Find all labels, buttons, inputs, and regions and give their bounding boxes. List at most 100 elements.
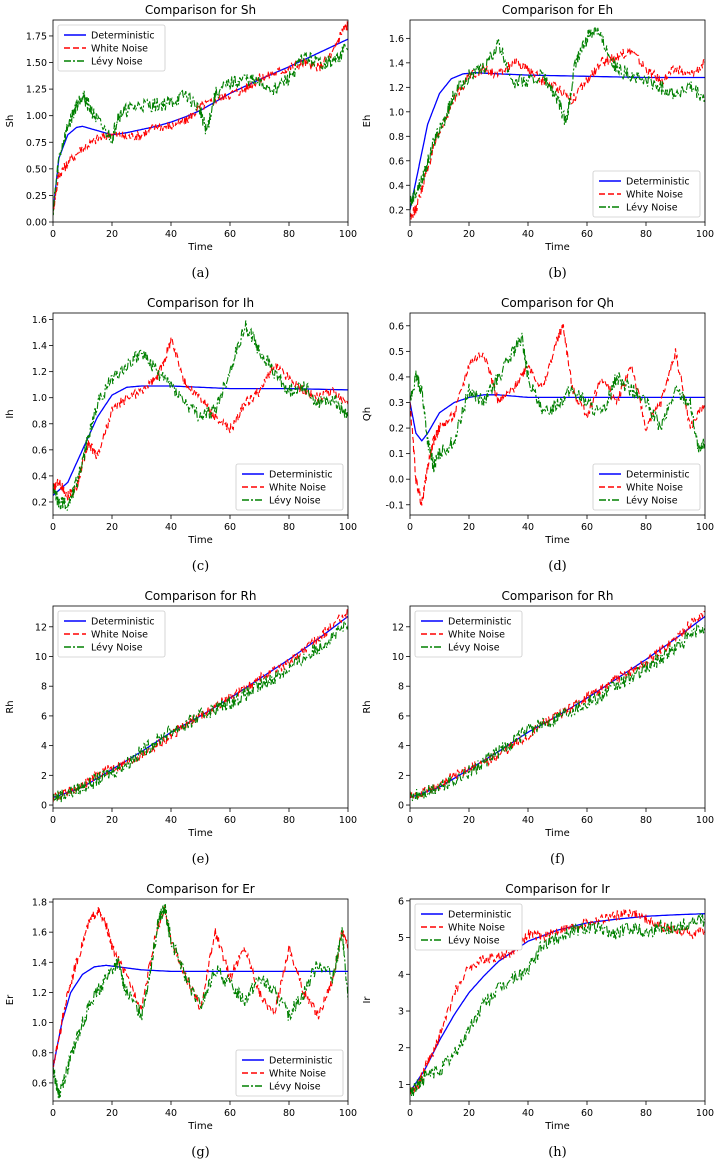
legend-label-levy: Lévy Noise: [626, 203, 678, 214]
x-axis-label: Time: [544, 242, 569, 253]
chart-svg-h: Comparison for Ir 0 20 40 60 80 100 1 2 3 4 5 6 Time I…: [362, 882, 714, 1132]
y-axis-label: Ih: [5, 409, 16, 418]
x-tick-label: 40: [165, 1108, 177, 1119]
legend-label-levy: Lévy Noise: [626, 496, 678, 507]
x-tick-label: 80: [283, 522, 295, 533]
y-tick-label: 0.2: [389, 424, 404, 435]
chart-title: Comparison for Eh: [502, 3, 613, 17]
plot-frame: [52, 19, 349, 223]
y-tick-label: 1.6: [389, 34, 404, 45]
y-tick-label: 1.2: [32, 367, 47, 378]
y-tick-label: 2: [41, 771, 47, 782]
legend-label-levy: Lévy Noise: [91, 57, 143, 68]
panel-caption: (e): [191, 852, 210, 867]
x-axis-label: Time: [544, 1121, 569, 1132]
y-tick-label: -0.1: [385, 500, 404, 511]
x-tick-label: 60: [224, 815, 236, 826]
y-tick-label: 0.3: [389, 398, 404, 409]
series-line-levy: [53, 619, 348, 803]
y-tick-label: 4: [41, 741, 47, 752]
x-axis-label: Time: [187, 535, 212, 546]
x-tick-label: 100: [696, 229, 714, 240]
x-tick-label: 80: [283, 815, 295, 826]
x-tick-label: 0: [407, 1108, 413, 1119]
y-tick-label: 0.4: [389, 181, 404, 192]
legend: Deterministic White Noise Lévy Noise: [57, 610, 166, 658]
x-tick-label: 20: [463, 229, 475, 240]
legend-label-deterministic: Deterministic: [91, 31, 155, 42]
y-tick-label: 1.75: [26, 31, 47, 42]
y-tick-label: 1.2: [32, 988, 47, 999]
x-tick-label: 60: [581, 229, 593, 240]
x-tick-label: 60: [581, 815, 593, 826]
y-tick-label: 8: [398, 682, 404, 693]
plot-frame: [52, 898, 349, 1102]
legend-box: [57, 24, 166, 72]
y-tick-label: 0.2: [32, 497, 47, 508]
panel-caption: (b): [548, 266, 567, 281]
x-tick-label: 60: [224, 229, 236, 240]
x-tick-label: 0: [50, 815, 56, 826]
x-tick-label: 0: [407, 229, 413, 240]
y-tick-label: 1.6: [32, 928, 47, 939]
x-tick-label: 80: [640, 1108, 652, 1119]
y-tick-label: 2: [398, 771, 404, 782]
x-tick-label: 40: [522, 1108, 534, 1119]
legend-box: [414, 610, 523, 658]
legend-label-white: White Noise: [269, 483, 326, 494]
x-tick-label: 20: [463, 1108, 475, 1119]
x-tick-label: 20: [463, 522, 475, 533]
x-tick-label: 40: [165, 522, 177, 533]
x-tick-label: 0: [50, 522, 56, 533]
chart-svg-c: Comparison for Ih 0 20 40 60 80 100 0.2 0.4 0.6 0.…: [5, 296, 357, 546]
plot-frame: [409, 312, 706, 516]
y-tick-label: 10: [392, 652, 404, 663]
y-tick-label: 10: [35, 652, 47, 663]
series-line-levy: [410, 623, 705, 802]
y-axis-label: Qh: [362, 407, 373, 421]
legend-box: [235, 463, 344, 511]
chart-title: Comparison for Er: [146, 882, 255, 896]
x-axis-label: Time: [187, 1121, 212, 1132]
series-line-white: [410, 610, 705, 799]
legend-label-deterministic: Deterministic: [448, 617, 512, 628]
panel-caption: (d): [548, 559, 567, 574]
y-tick-label: 1.0: [32, 393, 47, 404]
legend-box: [592, 463, 701, 511]
x-tick-label: 80: [640, 815, 652, 826]
y-tick-label: 8: [41, 682, 47, 693]
y-tick-label: 2: [398, 1043, 404, 1054]
legend-box: [235, 1049, 344, 1097]
y-tick-label: 0.4: [389, 372, 404, 383]
x-tick-label: 20: [106, 522, 118, 533]
legend-label-levy: Lévy Noise: [269, 496, 321, 507]
y-tick-label: 0.6: [389, 156, 404, 167]
chart-panel-b: Comparison for Eh 0 20 40 60 80 100 0.2 0.4 0.6 0.…: [357, 0, 714, 293]
x-axis-label: Time: [544, 535, 569, 546]
x-tick-label: 20: [106, 229, 118, 240]
panel-caption: (h): [548, 1145, 567, 1160]
y-tick-label: 5: [398, 933, 404, 944]
legend-label-deterministic: Deterministic: [626, 177, 690, 188]
y-tick-label: 1.8: [32, 898, 47, 909]
legend-label-white: White Noise: [91, 630, 148, 641]
legend-label-white: White Noise: [626, 190, 683, 201]
legend: Deterministic White Noise Lévy Noise: [592, 463, 701, 511]
x-axis-label: Time: [544, 828, 569, 839]
panel-caption: (a): [191, 266, 210, 281]
y-tick-label: 1.4: [389, 58, 404, 69]
legend: Deterministic White Noise Lévy Noise: [57, 24, 166, 72]
plot-frame: [52, 605, 349, 809]
x-tick-label: 60: [224, 1108, 236, 1119]
chart-panel-h: Comparison for Ir 0 20 40 60 80 100 1 2 3 4 5 6 Time I…: [357, 879, 714, 1172]
legend: Deterministic White Noise Lévy Noise: [414, 610, 523, 658]
chart-svg-f: Comparison for Rh 0 20 40 60 80 100 0 2 4 6 8 10 12 Ti…: [362, 589, 714, 839]
y-axis-label: Rh: [5, 700, 16, 713]
x-tick-label: 60: [581, 1108, 593, 1119]
y-tick-label: 0.8: [32, 1048, 47, 1059]
series-line-levy: [53, 43, 348, 216]
x-tick-label: 0: [50, 1108, 56, 1119]
chart-title: Comparison for Ir: [505, 882, 610, 896]
plot-frame: [409, 898, 706, 1102]
x-tick-label: 20: [463, 815, 475, 826]
